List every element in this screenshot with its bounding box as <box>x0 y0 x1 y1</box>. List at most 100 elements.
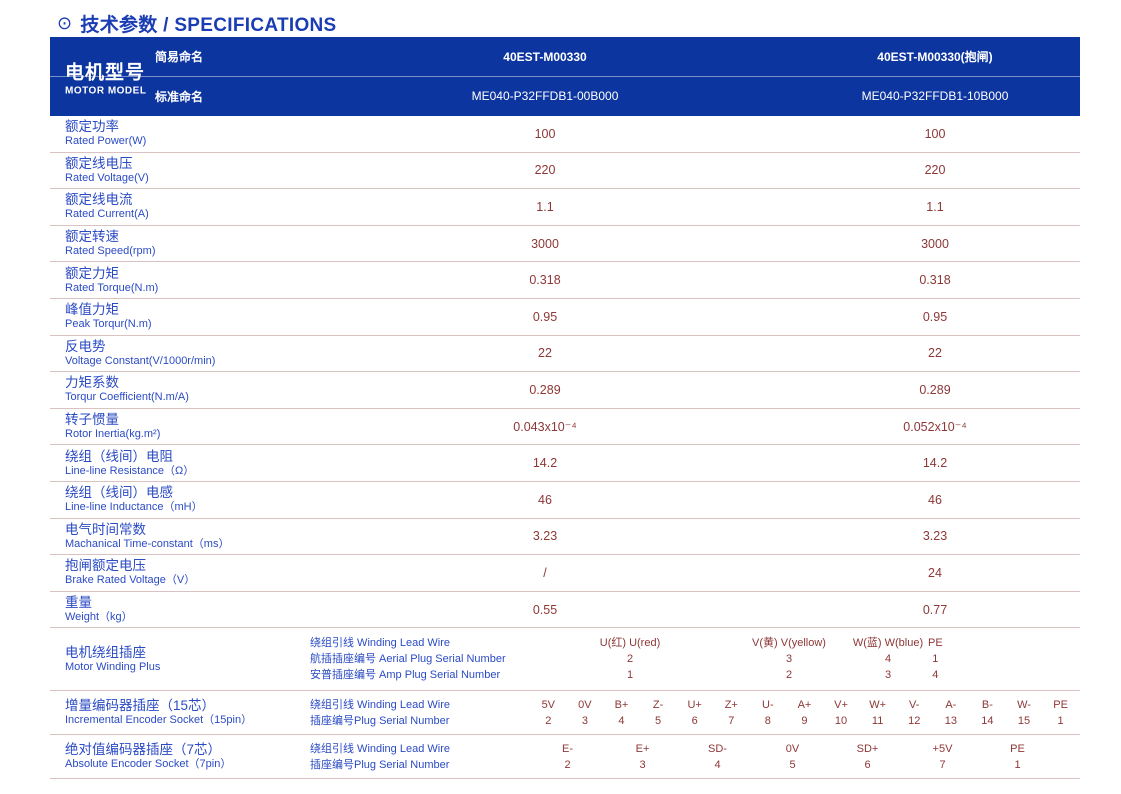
row-value-model-2: 220 <box>924 163 946 178</box>
pin-wire-name: B+ <box>614 698 629 711</box>
row-value-model-2: 0.318 <box>919 273 951 288</box>
encoder-pin-column: 5V 2 <box>530 697 567 729</box>
row-label: 增量编码器插座（15芯） Incremental Encoder Socket（… <box>50 698 300 727</box>
row-label-zh: 抱闸额定电压 <box>65 558 146 574</box>
row-label-zh: 额定线电流 <box>65 192 133 208</box>
pin-wire-name: V(黄) V(yellow) <box>752 637 826 650</box>
pin-wire-name: W(蓝) W(blue) <box>852 637 924 650</box>
absolute-encoder-row: 绝对值编码器插座（7芯） Absolute Encoder Socket（7pi… <box>50 735 1080 780</box>
table-row: 反电势 Voltage Constant(V/1000r/min) 22 22 <box>50 336 1080 373</box>
pin-wire-name: PE <box>928 637 943 650</box>
row-label-en: Incremental Encoder Socket（15pin） <box>65 714 253 727</box>
row-value-model-1: 0.289 <box>529 382 561 397</box>
pin-wire-name: U+ <box>687 698 702 711</box>
standard-name-model-1: ME040-P32FFDB1-00B000 <box>471 89 619 104</box>
encoder-pin-column: SD+ 6 <box>830 741 905 773</box>
row-value-model-2: 0.052x10⁻⁴ <box>903 420 967 435</box>
motor-model-zh: 电机型号 <box>65 62 146 83</box>
row-value-model-2: 24 <box>928 565 942 580</box>
table-row: 电气时间常数 Machanical Time-constant（ms） 3.23… <box>50 519 1080 556</box>
row-value-model-2: 46 <box>928 492 942 507</box>
row-label: 绕组（线间）电感 Line-line Inductance（mH） <box>50 485 300 514</box>
row-label-zh: 增量编码器插座（15芯） <box>65 698 216 714</box>
pin-serial-number: 13 <box>944 714 957 727</box>
row-value-model-2: 1.1 <box>926 199 944 214</box>
pin-serial-number: 6 <box>691 714 698 727</box>
encoder7-pin-columns: E- 2 E+ 3 SD- 4 0V 5 <box>530 741 1080 773</box>
pin-wire-name: W+ <box>869 698 887 711</box>
row-label-zh: 额定功率 <box>65 119 119 135</box>
row-value-model-1: 22 <box>538 346 552 361</box>
pin-wire-name: V+ <box>834 698 848 711</box>
row-label: 绕组（线间）电阻 Line-line Resistance（Ω） <box>50 449 300 478</box>
pin-wire-name: Z+ <box>724 698 738 711</box>
row-label: 反电势 Voltage Constant(V/1000r/min) <box>50 339 300 368</box>
standard-name-model-2: ME040-P32FFDB1-10B000 <box>861 89 1009 104</box>
winding-pin-column: V(黄) V(yellow) 3 2 <box>730 635 848 683</box>
pin-wire-name: 0V <box>785 742 800 755</box>
encoder-pin-column: 0V 5 <box>755 741 830 773</box>
encoder-pin-column: V+ 10 <box>823 697 860 729</box>
winding-pin-column: W(蓝) W(blue) 4 3 <box>848 635 928 683</box>
row-label-zh: 电气时间常数 <box>65 521 146 537</box>
table-row: 额定线电压 Rated Voltage(V) 220 220 <box>50 153 1080 190</box>
encoder-pin-column: U- 8 <box>750 697 787 729</box>
pin-serial-number: 7 <box>728 714 735 727</box>
row-label: 额定线电流 Rated Current(A) <box>50 192 300 221</box>
encoder-pin-column: Z+ 7 <box>713 697 750 729</box>
motor-winding-plug-row: 电机绕组插座 Motor Winding Plus 绕组引线 Winding L… <box>50 628 1080 692</box>
table-row: 力矩系数 Torqur Coefficient(N.m/A) 0.289 0.2… <box>50 372 1080 409</box>
row-value-model-2: 3000 <box>921 236 949 251</box>
section-bullet-icon: ⊙ <box>57 12 73 33</box>
pin-serial-number: 7 <box>939 758 946 771</box>
pin-serial-number: 10 <box>834 714 848 727</box>
table-row: 额定线电流 Rated Current(A) 1.1 1.1 <box>50 189 1080 226</box>
table-row: 额定功率 Rated Power(W) 100 100 <box>50 116 1080 153</box>
pin-serial-number: 15 <box>1017 714 1031 727</box>
motor-model-block: 电机型号 MOTOR MODEL <box>65 57 146 96</box>
encoder-pin-column: B- 14 <box>969 697 1006 729</box>
encoder-pin-column: SD- 4 <box>680 741 755 773</box>
row-value-model-2: 0.95 <box>922 309 948 324</box>
spec-rows: 额定功率 Rated Power(W) 100 100 额定线电压 Rated … <box>50 116 1080 629</box>
pin-amp-number: 4 <box>932 669 939 682</box>
row-value-model-1: 220 <box>534 163 556 178</box>
row-label: 力矩系数 Torqur Coefficient(N.m/A) <box>50 375 300 404</box>
specifications-table: 电机型号 MOTOR MODEL 简易命名 40EST-M00330 40EST… <box>50 37 1080 780</box>
pin-wire-name: SD- <box>708 742 727 755</box>
pin-serial-number: 3 <box>639 758 646 771</box>
pin-serial-number: 2 <box>564 758 571 771</box>
row-value-model-1: 0.318 <box>529 273 561 288</box>
pin-aerial-number: 1 <box>932 653 939 666</box>
encoder-pin-column: V- 12 <box>896 697 933 729</box>
row-value-model-2: 0.289 <box>919 382 951 397</box>
row-value-model-1: 100 <box>534 126 556 141</box>
row-label-en: Absolute Encoder Socket（7pin） <box>65 758 232 771</box>
pin-serial-number: 3 <box>581 714 588 727</box>
header-row-standard-name: 标准命名 ME040-P32FFDB1-00B000 ME040-P32FFDB… <box>50 77 1080 117</box>
sub-label-plug-number: 插座编号Plug Serial Number <box>310 714 450 727</box>
sub-label-amp-plug: 安普插座编号 Amp Plug Serial Number <box>310 669 501 682</box>
row-value-model-1: 3.23 <box>532 529 558 544</box>
row-label-zh: 绝对值编码器插座（7芯） <box>65 742 222 758</box>
pin-wire-name: Z- <box>652 698 664 711</box>
table-row: 峰值力矩 Peak Torqur(N.m) 0.95 0.95 <box>50 299 1080 336</box>
pin-amp-number: 2 <box>785 669 793 682</box>
row-label-zh: 反电势 <box>65 338 106 354</box>
pin-serial-number: 11 <box>871 714 884 727</box>
pin-serial-number: 8 <box>764 714 771 727</box>
table-row: 额定转速 Rated Speed(rpm) 3000 3000 <box>50 226 1080 263</box>
row-label-en: Line-line Inductance（mH） <box>65 501 203 514</box>
row-label-en: Rated Voltage(V) <box>65 171 149 184</box>
row-value-model-1: 1.1 <box>536 199 554 214</box>
row-value-model-1: 0.55 <box>532 602 558 617</box>
row-label-zh: 额定力矩 <box>65 265 119 281</box>
table-row: 绕组（线间）电阻 Line-line Resistance（Ω） 14.2 14… <box>50 445 1080 482</box>
row-value-model-1: / <box>543 565 547 580</box>
row-label-zh: 重量 <box>65 595 92 611</box>
row-label-en: Rated Power(W) <box>65 135 147 148</box>
row-label-en: Peak Torqur(N.m) <box>65 318 152 331</box>
encoder-pin-column: B+ 4 <box>603 697 640 729</box>
row-value-model-2: 3.23 <box>922 529 948 544</box>
encoder15-sub-labels: 绕组引线 Winding Lead Wire 插座编号Plug Serial N… <box>300 697 530 729</box>
